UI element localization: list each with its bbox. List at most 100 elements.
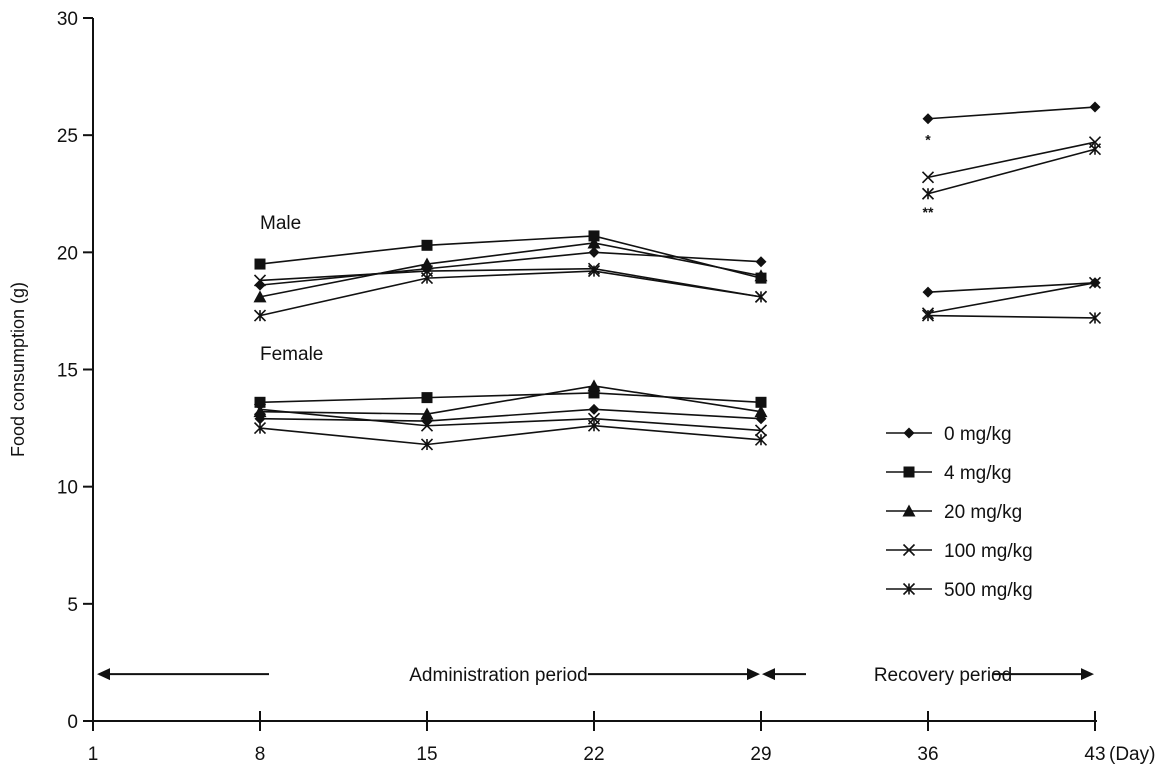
data-point [420,407,434,420]
data-point [587,236,601,249]
legend-item: 500 mg/kg [886,580,1033,601]
series-male-500-mg-kg [921,143,1102,200]
legend-marker [903,427,915,439]
legend-label: 4 mg/kg [944,463,1012,484]
legend-marker [902,543,916,557]
series-line [927,106,1096,120]
legend-item: 0 mg/kg [886,424,1012,445]
legend-label: 20 mg/kg [944,502,1022,523]
series-line [259,235,762,279]
series-male-100-mg-kg [921,136,1102,184]
data-point [254,396,266,408]
data-point [1088,276,1102,289]
series-female-500-mg-kg [921,309,1102,325]
legend: 0 mg/kg 4 mg/kg 20 mg/kg 100 mg/kg 500 mg/kg [886,424,1033,601]
data-point [754,405,768,418]
recovery-arrow-head-left [762,668,775,681]
x-tick-label: 29 [750,744,771,765]
series-line [927,141,1096,179]
group-labels: Male Female [260,213,323,365]
series-female-500-mg-kg [253,419,768,451]
series-line [259,242,762,298]
series-line [259,270,762,317]
data-point [755,256,767,268]
administration-arrow-head-right [747,668,760,681]
series-male-0-mg-kg [922,101,1101,125]
legend-label: 500 mg/kg [944,580,1033,601]
data-point [1088,143,1102,156]
series-line [927,282,1096,315]
series-line [927,281,1096,293]
y-tick-label: 0 [67,712,78,733]
data-point [421,392,433,404]
recovery-period-label: Recovery period [874,665,1012,686]
series-male-500-mg-kg [253,265,768,322]
data-point [253,309,267,322]
period-annotations: Administration period Recovery period [97,665,1094,686]
x-tick-label: 15 [416,744,437,765]
data-point [921,309,935,322]
x-tick-label: 43 [1084,744,1105,765]
data-point [921,187,935,200]
data-point [587,265,601,278]
series-female-4-mg-kg [254,387,767,408]
data-point [922,286,934,298]
data-point [754,290,768,303]
series-female-0-mg-kg [922,277,1101,298]
legend-marker [902,504,916,517]
data-point [420,438,434,451]
data-point [420,419,434,432]
series-line [259,251,762,286]
series-line [259,408,762,422]
data-point [588,387,600,399]
y-tick-label: 15 [57,361,78,382]
series-line [259,267,762,298]
x-tick-label: 1 [88,744,99,765]
data-point [421,239,433,251]
significance-mark: * [925,132,931,148]
male-group-label: Male [260,213,301,234]
legend-marker [902,582,916,596]
significance-mark: ** [923,204,934,220]
data-point [1088,311,1102,325]
data-point [754,269,768,282]
data-point [588,246,600,258]
y-tick-label: 5 [67,595,78,616]
y-tick-label: 25 [57,126,78,147]
legend-marker [903,466,915,478]
series-line [259,385,762,415]
x-axis-unit-label: (Day) [1109,744,1155,765]
data-point [755,396,767,408]
series-line [927,148,1096,195]
legend-label: 100 mg/kg [944,541,1033,562]
data-point [587,419,601,432]
data-point [253,403,267,416]
legend-item: 20 mg/kg [886,502,1022,523]
data-point [922,113,934,125]
data-point [588,403,600,415]
series-line [259,408,762,432]
legend-label: 0 mg/kg [944,424,1012,445]
data-point [253,274,267,287]
series-group: *** [253,101,1102,451]
axes: 0 5 10 15 20 25 30 1 8 15 22 29 36 43 (Day) Food consum… [8,9,1155,765]
data-point [420,272,434,285]
data-point [253,422,267,435]
series-line [259,392,762,404]
y-tick-label: 10 [57,478,78,499]
series-line [927,314,1096,319]
data-point [253,290,267,303]
recovery-arrow-head-right [1081,668,1094,681]
x-tick-label: 36 [917,744,938,765]
data-point [754,424,768,437]
y-tick-label: 30 [57,9,78,30]
administration-period-label: Administration period [409,665,587,686]
data-point [254,258,266,270]
series-male-20-mg-kg [253,236,768,303]
legend-item: 100 mg/kg [886,541,1033,562]
administration-arrow-head-left [97,668,110,681]
series-female-20-mg-kg [253,379,768,420]
legend-item: 4 mg/kg [886,463,1012,484]
series-female-100-mg-kg [253,403,768,437]
female-group-label: Female [260,344,323,365]
